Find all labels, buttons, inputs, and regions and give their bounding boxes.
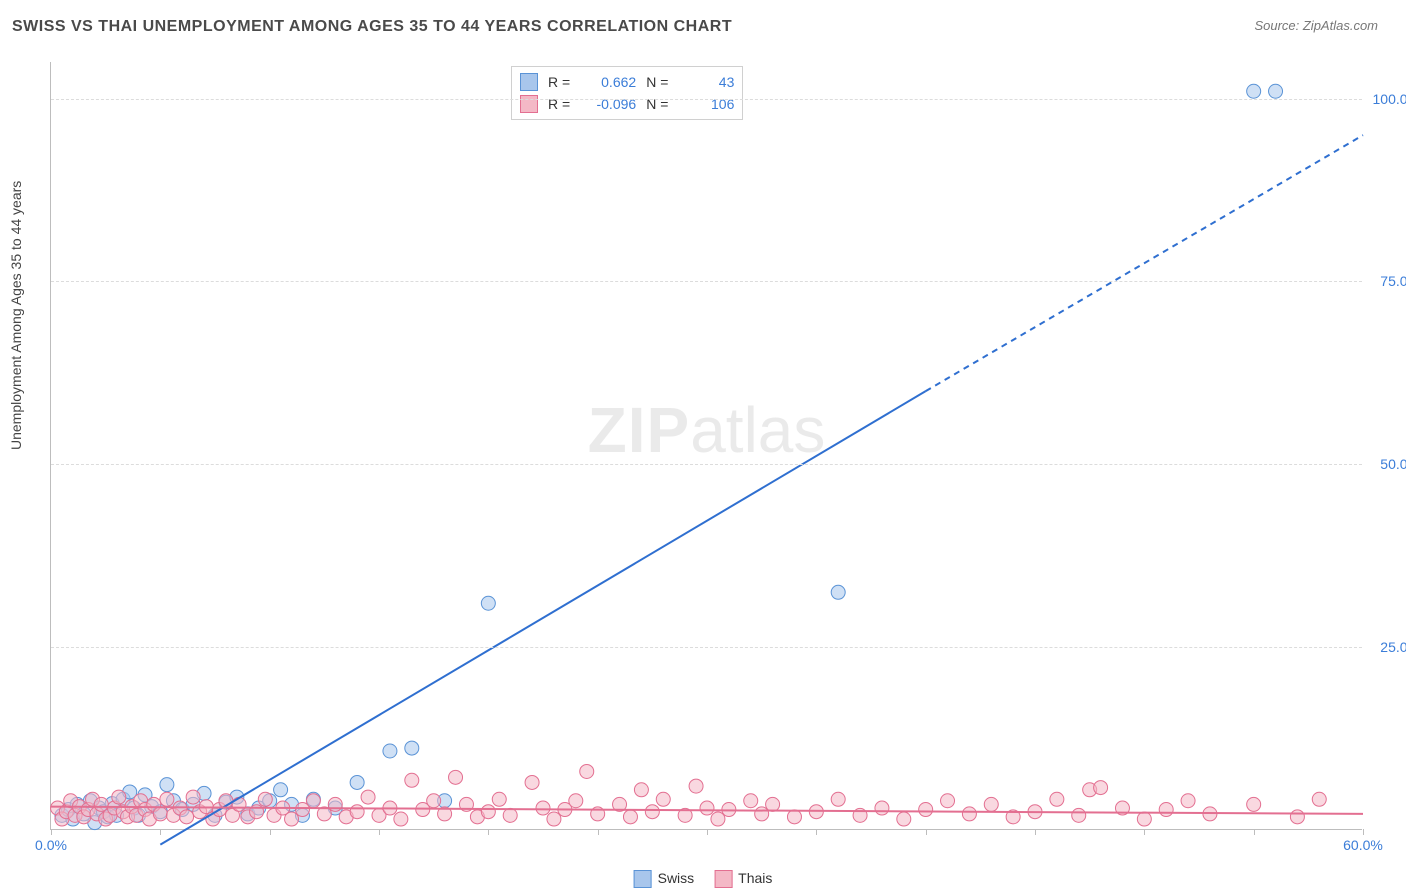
legend-item: Thais: [714, 870, 772, 888]
x-tick-mark: [1254, 829, 1255, 835]
gridline: [51, 99, 1362, 100]
data-point-thais: [394, 812, 408, 826]
data-point-thais: [449, 770, 463, 784]
x-tick-mark: [1035, 829, 1036, 835]
gridline: [51, 647, 1362, 648]
data-point-thais: [492, 792, 506, 806]
data-point-thais: [580, 764, 594, 778]
data-point-thais: [1290, 810, 1304, 824]
x-tick-mark: [488, 829, 489, 835]
data-point-thais: [766, 797, 780, 811]
y-tick-label: 100.0%: [1370, 91, 1406, 107]
data-point-thais: [962, 807, 976, 821]
data-point-thais: [787, 810, 801, 824]
data-point-swiss: [160, 778, 174, 792]
y-tick-label: 50.0%: [1370, 456, 1406, 472]
data-point-thais: [427, 794, 441, 808]
legend-label: Swiss: [658, 870, 695, 886]
chart-title: SWISS VS THAI UNEMPLOYMENT AMONG AGES 35…: [12, 18, 732, 36]
data-point-thais: [405, 773, 419, 787]
data-point-thais: [481, 805, 495, 819]
data-point-thais: [656, 792, 670, 806]
data-point-thais: [258, 792, 272, 806]
trend-line-swiss-dashed: [926, 135, 1363, 391]
data-point-thais: [1181, 794, 1195, 808]
data-point-thais: [285, 812, 299, 826]
data-point-thais: [919, 803, 933, 817]
data-point-thais: [306, 794, 320, 808]
data-point-thais: [180, 810, 194, 824]
data-point-thais: [1247, 797, 1261, 811]
data-point-thais: [160, 792, 174, 806]
y-tick-label: 25.0%: [1370, 639, 1406, 655]
y-axis-label: Unemployment Among Ages 35 to 44 years: [8, 181, 24, 450]
data-point-thais: [350, 805, 364, 819]
chart-source: Source: ZipAtlas.com: [1254, 18, 1378, 33]
data-point-thais: [232, 797, 246, 811]
data-point-thais: [112, 790, 126, 804]
data-point-thais: [700, 801, 714, 815]
chart-svg: [51, 62, 1362, 829]
data-point-thais: [744, 794, 758, 808]
x-tick-mark: [51, 829, 52, 835]
data-point-thais: [525, 775, 539, 789]
data-point-thais: [1072, 808, 1086, 822]
x-tick-mark: [160, 829, 161, 835]
gridline: [51, 281, 1362, 282]
data-point-thais: [328, 797, 342, 811]
data-point-swiss: [383, 744, 397, 758]
data-point-swiss: [831, 585, 845, 599]
x-tick-label: 0.0%: [35, 837, 67, 853]
chart-container: SWISS VS THAI UNEMPLOYMENT AMONG AGES 35…: [0, 0, 1406, 892]
legend-swatch: [714, 870, 732, 888]
x-tick-label: 60.0%: [1343, 837, 1383, 853]
y-tick-label: 75.0%: [1370, 273, 1406, 289]
data-point-thais: [645, 805, 659, 819]
data-point-thais: [755, 807, 769, 821]
series-legend: Swiss Thais: [634, 870, 773, 888]
data-point-thais: [711, 812, 725, 826]
data-point-thais: [547, 812, 561, 826]
gridline: [51, 464, 1362, 465]
data-point-thais: [361, 790, 375, 804]
data-point-swiss: [481, 596, 495, 610]
x-tick-mark: [379, 829, 380, 835]
trend-line-swiss: [160, 391, 925, 844]
plot-area: ZIPatlas R =0.662N =43R =-0.096N =106 25…: [50, 62, 1362, 830]
data-point-thais: [186, 790, 200, 804]
data-point-thais: [536, 801, 550, 815]
data-point-thais: [1137, 812, 1151, 826]
x-tick-mark: [1363, 829, 1364, 835]
data-point-thais: [1159, 803, 1173, 817]
x-tick-mark: [598, 829, 599, 835]
data-point-thais: [984, 797, 998, 811]
x-tick-mark: [270, 829, 271, 835]
data-point-swiss: [1269, 84, 1283, 98]
x-tick-mark: [707, 829, 708, 835]
legend-label: Thais: [738, 870, 772, 886]
x-tick-mark: [1144, 829, 1145, 835]
data-point-swiss: [405, 741, 419, 755]
data-point-thais: [689, 779, 703, 793]
data-point-thais: [1050, 792, 1064, 806]
data-point-swiss: [1247, 84, 1261, 98]
legend-item: Swiss: [634, 870, 695, 888]
legend-swatch: [634, 870, 652, 888]
data-point-thais: [1312, 792, 1326, 806]
data-point-thais: [897, 812, 911, 826]
data-point-swiss: [274, 783, 288, 797]
data-point-thais: [634, 783, 648, 797]
x-tick-mark: [816, 829, 817, 835]
data-point-thais: [569, 794, 583, 808]
data-point-thais: [503, 808, 517, 822]
x-tick-mark: [926, 829, 927, 835]
data-point-swiss: [350, 775, 364, 789]
data-point-thais: [831, 792, 845, 806]
data-point-thais: [941, 794, 955, 808]
data-point-thais: [623, 810, 637, 824]
data-point-thais: [875, 801, 889, 815]
data-point-thais: [153, 807, 167, 821]
data-point-thais: [1094, 781, 1108, 795]
